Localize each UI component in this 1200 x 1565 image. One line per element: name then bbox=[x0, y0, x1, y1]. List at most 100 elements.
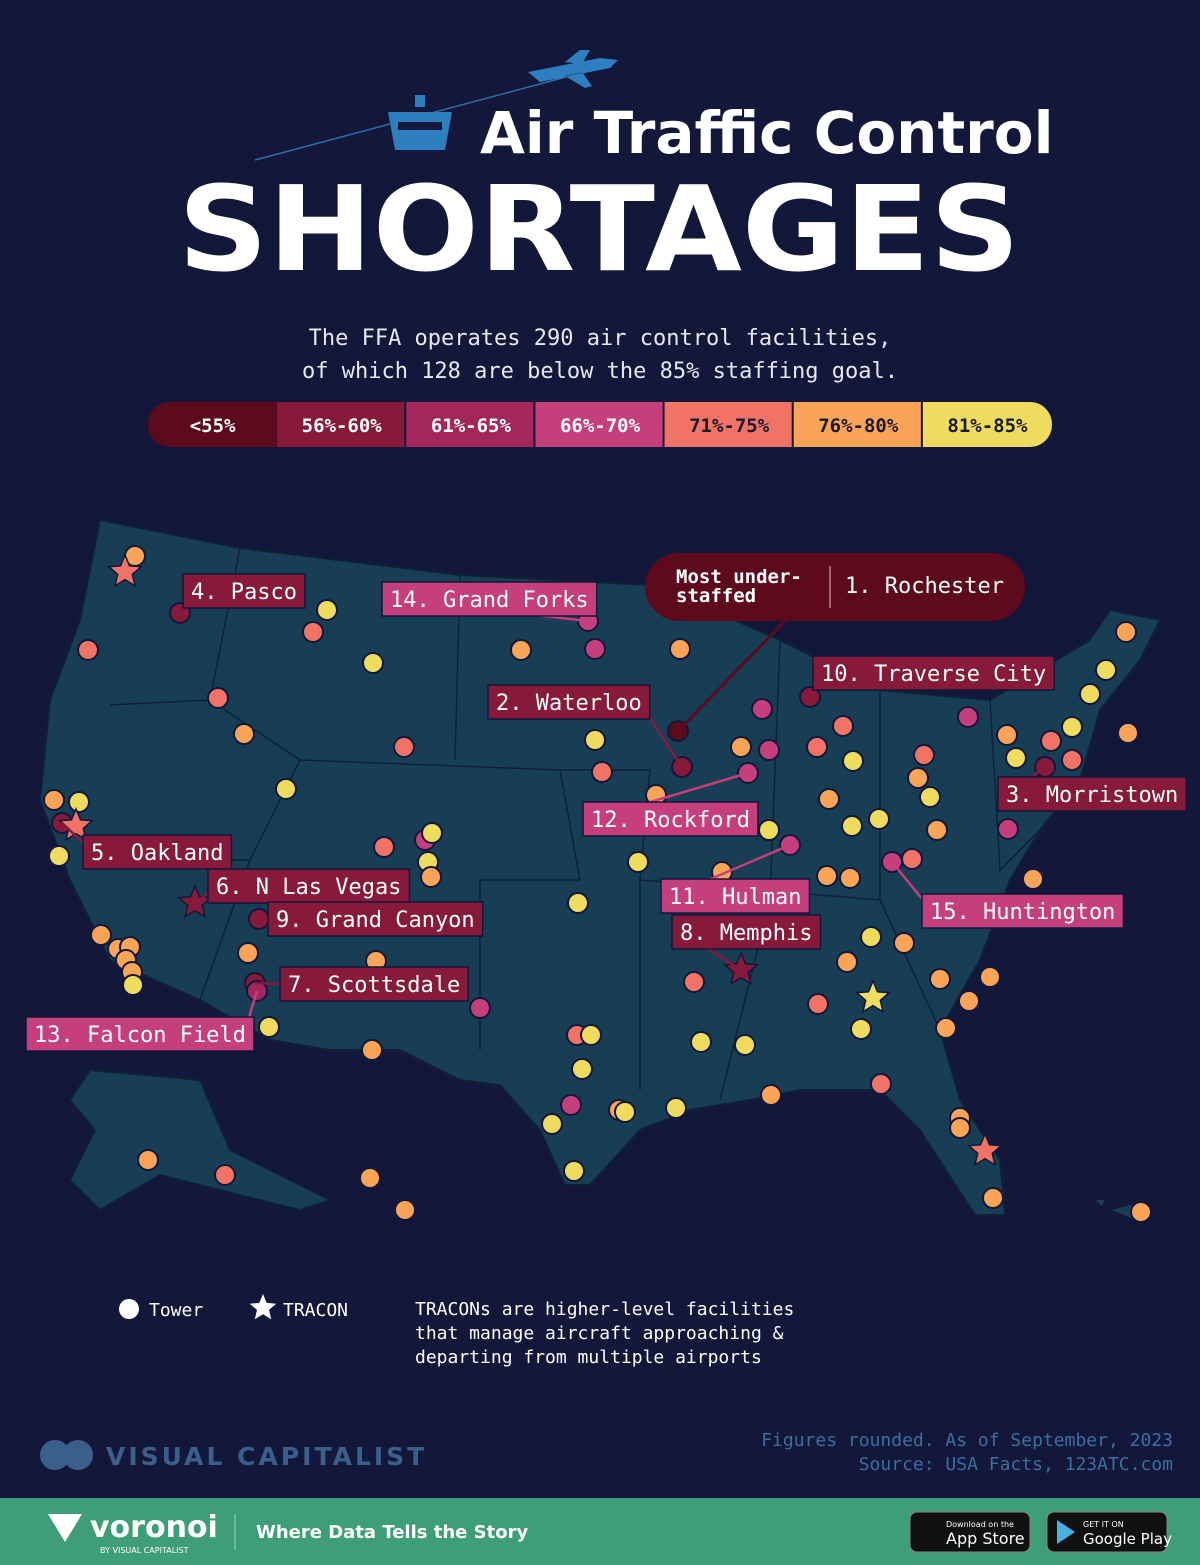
tower-dot bbox=[77, 639, 99, 661]
tower-dot bbox=[614, 1101, 636, 1123]
tower-dot bbox=[137, 1149, 159, 1171]
tower-dot bbox=[1040, 730, 1062, 752]
label-box bbox=[487, 684, 651, 720]
label-text: 7. Scottsdale bbox=[288, 973, 460, 998]
tower-dot bbox=[997, 818, 1019, 840]
label-box bbox=[82, 834, 233, 870]
label-box bbox=[997, 776, 1187, 812]
tower-dot bbox=[850, 1018, 872, 1040]
google-play-badge[interactable] bbox=[1046, 1511, 1168, 1553]
tower-dot bbox=[233, 723, 255, 745]
badge-text: Google Play bbox=[1083, 1530, 1172, 1548]
tower-dot bbox=[841, 815, 863, 837]
tower-dot bbox=[957, 706, 979, 728]
legend-bin bbox=[277, 402, 405, 447]
label-box bbox=[812, 655, 1055, 691]
color-legend: <55% 56%-60% 61%-65% 66%-70% 71%-75% 76%-80% 8… bbox=[148, 402, 1052, 447]
legend-label: 56%-60% bbox=[302, 415, 383, 437]
tower-symbol bbox=[119, 1299, 139, 1319]
tower-dot bbox=[68, 791, 90, 813]
tower-dot bbox=[832, 715, 854, 737]
note: departing from multiple airports bbox=[415, 1347, 762, 1368]
tower-dot bbox=[373, 836, 395, 858]
label-text: 5. Oakland bbox=[91, 841, 223, 866]
callout-heading: Most under- bbox=[676, 566, 802, 588]
callout-leader bbox=[676, 619, 787, 733]
label-box bbox=[182, 573, 306, 609]
label-text: 2. Waterloo bbox=[496, 691, 642, 716]
label-text: 3. Morristown bbox=[1006, 783, 1178, 808]
tower-dot bbox=[690, 1031, 712, 1053]
tower-dot bbox=[580, 1024, 602, 1046]
tower-dot bbox=[394, 1199, 416, 1221]
tower-dot bbox=[806, 736, 828, 758]
tower-dot bbox=[868, 808, 890, 830]
tower-dot bbox=[541, 1113, 563, 1135]
badge-small: Download on the bbox=[946, 1520, 1014, 1529]
tower-dot bbox=[665, 1097, 687, 1119]
title-line1: Air Traffic Control bbox=[480, 99, 1054, 167]
footer-brand: VISUAL CAPITALIST bbox=[106, 1442, 427, 1471]
tower-dot bbox=[510, 639, 532, 661]
app-store-badge[interactable] bbox=[909, 1511, 1031, 1553]
tower-dot bbox=[935, 1017, 957, 1039]
tower-dot bbox=[584, 729, 606, 751]
tower-dot bbox=[982, 1187, 1004, 1209]
tower-dot bbox=[760, 1084, 782, 1106]
legend-bin bbox=[922, 402, 1030, 447]
legend-label: 81%-85% bbox=[947, 415, 1028, 437]
tower-dot bbox=[734, 1034, 756, 1056]
legend-label: <55% bbox=[190, 415, 236, 437]
tower-dot bbox=[683, 971, 705, 993]
tower-dot bbox=[90, 924, 112, 946]
tracon-legend: TRACON bbox=[283, 1300, 348, 1321]
callout-label: 1. Rochester bbox=[845, 574, 1004, 599]
tower-dot bbox=[669, 638, 691, 660]
tower-dot bbox=[316, 599, 338, 621]
legend-bin bbox=[793, 402, 921, 447]
tower-dot bbox=[275, 778, 297, 800]
tower-dot bbox=[421, 822, 443, 844]
tower-dot bbox=[836, 951, 858, 973]
tower-dot bbox=[362, 652, 384, 674]
tower-dot bbox=[571, 1058, 593, 1080]
tower-dot bbox=[359, 1167, 381, 1189]
label-text: 9. Grand Canyon bbox=[276, 908, 475, 933]
tower-dot bbox=[1061, 749, 1083, 771]
tower-dot bbox=[1022, 868, 1044, 890]
callout-heading: staffed bbox=[676, 585, 756, 607]
footer-source: Source: USA Facts, 123ATC.com bbox=[859, 1454, 1173, 1475]
subtitle: of which 128 are below the 85% staffing … bbox=[302, 359, 898, 384]
voronoi-logo bbox=[48, 1514, 82, 1542]
plane-icon bbox=[528, 50, 618, 88]
label-box bbox=[582, 801, 759, 837]
tower-dot bbox=[420, 866, 442, 888]
tower-dot bbox=[919, 786, 941, 808]
label-text: 11. Hulman bbox=[669, 885, 801, 910]
tracon-star bbox=[722, 951, 760, 986]
tower-dot bbox=[1061, 716, 1083, 738]
tracon-symbol bbox=[249, 1294, 277, 1320]
tower-dot bbox=[584, 638, 606, 660]
map bbox=[38, 518, 1162, 1222]
bottom-brand: voronoi bbox=[90, 1510, 218, 1545]
tower-dot bbox=[567, 892, 589, 914]
tower-dot bbox=[758, 819, 780, 841]
label-box bbox=[267, 901, 484, 937]
tracon-star bbox=[106, 553, 144, 588]
tower-dot bbox=[1115, 621, 1137, 643]
legend-label: 76%-80% bbox=[818, 415, 899, 437]
tower-dot bbox=[913, 744, 935, 766]
legend-label: 71%-75% bbox=[689, 415, 770, 437]
legend-bin bbox=[170, 402, 278, 447]
tower-dot bbox=[929, 968, 951, 990]
tower-dot bbox=[979, 966, 1001, 988]
tower-dot bbox=[926, 819, 948, 841]
tower-dot bbox=[361, 1039, 383, 1061]
tower-legend: Tower bbox=[149, 1300, 203, 1321]
note: TRACONs are higher-level facilities bbox=[415, 1299, 794, 1320]
tower-icon bbox=[388, 95, 452, 150]
label-box bbox=[921, 893, 1125, 929]
legend-label: 61%-65% bbox=[431, 415, 512, 437]
label-box bbox=[279, 966, 469, 1002]
